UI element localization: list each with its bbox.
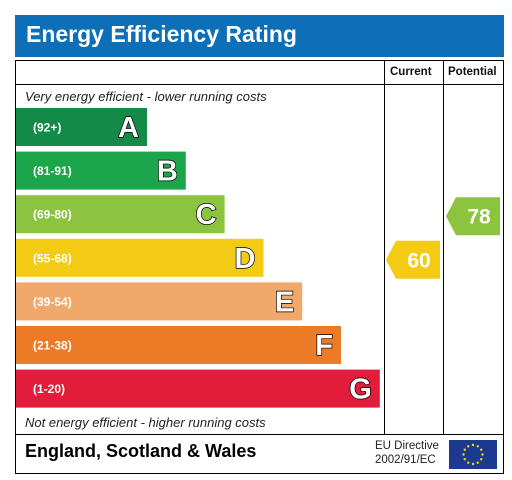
eu-flag-star (476, 445, 479, 448)
band-range-g: (1-20) (33, 382, 65, 396)
eu-flag-star (467, 445, 470, 448)
title-bar: Energy Efficiency Rating (15, 15, 504, 57)
top-note: Very energy efficient - lower running co… (25, 89, 267, 104)
band-range-b: (81-91) (33, 164, 72, 178)
directive-line-1: EU Directive (375, 440, 439, 452)
band-f (16, 326, 341, 364)
band-range-d: (55-68) (33, 251, 72, 265)
band-letter-b: B (157, 156, 178, 188)
eu-flag-star (476, 461, 479, 464)
band-b (16, 151, 186, 190)
rating-bands: (92+) A (81-91) B (69-80) C (55-68) D (39-54) E (2… (16, 108, 380, 408)
eu-flag-star (471, 462, 475, 466)
band-letter-a: A (118, 112, 139, 144)
directive-line-2: 2002/91/EC (375, 454, 436, 466)
band-letter-g: G (349, 374, 372, 406)
current-column-header: Current (390, 66, 432, 78)
eu-flag-star (480, 458, 483, 461)
eu-flag-star (463, 448, 466, 451)
eu-flag-star (481, 453, 484, 456)
band-a (16, 108, 147, 146)
band-g (16, 369, 380, 408)
eu-flag-star (471, 443, 475, 447)
eu-flag-star (480, 448, 483, 451)
bottom-note: Not energy efficient - higher running co… (25, 415, 266, 430)
band-letter-f: F (315, 330, 333, 362)
potential-column-header: Potential (448, 66, 497, 78)
band-range-c: (69-80) (33, 208, 72, 222)
band-letter-c: C (196, 199, 217, 231)
current-rating-value: 60 (407, 249, 430, 272)
band-c (16, 195, 225, 234)
band-d (16, 238, 264, 277)
band-range-e: (39-54) (33, 295, 72, 309)
band-letter-d: D (234, 243, 255, 275)
band-letter-e: E (275, 286, 294, 318)
band-range-a: (92+) (33, 121, 61, 135)
rating-markers: 60 78 (386, 197, 500, 279)
eu-flag-star (462, 453, 465, 456)
current-rating-arrow (386, 240, 440, 279)
footer-country: England, Scotland & Wales (25, 441, 257, 461)
chart-frame (15, 60, 504, 474)
eu-flag-icon (449, 440, 497, 469)
footer-directive: EU Directive 2002/91/EC (375, 439, 439, 467)
potential-rating-value: 78 (467, 206, 491, 229)
eu-flag-star (463, 458, 466, 461)
band-range-f: (21-38) (33, 339, 72, 353)
potential-rating-arrow (446, 197, 500, 236)
eu-flag-star (467, 461, 470, 464)
band-e (16, 282, 303, 321)
chart-title: Energy Efficiency Rating (26, 21, 297, 47)
